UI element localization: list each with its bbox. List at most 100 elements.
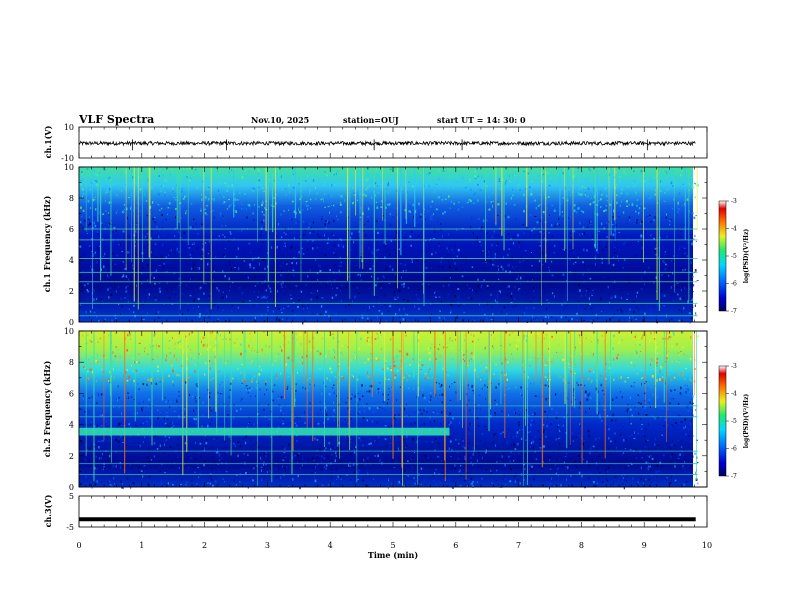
psd-cell (514, 298, 515, 300)
psd-cell (662, 363, 664, 367)
psd-cell (248, 204, 251, 207)
psd-cell (595, 262, 596, 266)
psd-cell (679, 297, 682, 301)
psd-cell (160, 396, 163, 399)
psd-cell (91, 357, 93, 359)
psd-cell (613, 313, 616, 316)
psd-cell (637, 454, 639, 457)
psd-cell (337, 260, 340, 262)
psd-cell (621, 200, 622, 203)
psd-cell (126, 379, 129, 382)
psd-cell (674, 291, 676, 293)
psd-cell (583, 319, 585, 321)
psd-cell (347, 226, 350, 228)
psd-cell (569, 466, 571, 469)
psd-cell (92, 259, 94, 263)
psd-cell (434, 472, 436, 475)
psd-cell (410, 349, 412, 352)
psd-cell (514, 480, 516, 484)
psd-cell (567, 419, 569, 422)
psd-cell (482, 308, 483, 312)
psd-cell (204, 373, 206, 376)
psd-cell (136, 284, 137, 288)
psd-cell (393, 299, 396, 301)
psd-cell (441, 393, 444, 396)
psd-cell (678, 169, 680, 172)
psd-cell (338, 441, 341, 445)
psd-cell (300, 291, 303, 293)
psd-cell (641, 382, 642, 386)
psd-cell (500, 290, 501, 294)
psd-cell (120, 313, 121, 316)
psd-cell (531, 413, 534, 415)
psd-cell (138, 467, 139, 470)
psd-cell (320, 453, 322, 454)
psd-cell (367, 178, 370, 180)
psd-cell (544, 203, 546, 205)
psd-cell (404, 442, 407, 444)
psd-cell (252, 479, 254, 482)
psd-cell (155, 270, 157, 272)
psd-cell (95, 455, 98, 458)
psd-cell (354, 290, 356, 292)
psd-cell (339, 287, 342, 290)
psd-cell (334, 183, 336, 186)
psd-cell (345, 402, 347, 404)
psd-cell (179, 313, 181, 316)
psd-cell (564, 440, 566, 443)
psd-cell (626, 223, 628, 225)
psd-cell (97, 232, 99, 235)
psd-cell (355, 453, 357, 456)
psd-cell (581, 187, 583, 190)
psd-cell (592, 202, 594, 204)
ch1-spectrogram-ylabel: ch.1 Frequency (kHz) (42, 196, 52, 293)
psd-cell (177, 341, 179, 344)
psd-cell (218, 349, 220, 351)
psd-cell (381, 311, 384, 313)
psd-cell (403, 285, 405, 288)
psd-cell (589, 407, 591, 410)
psd-cell (440, 193, 442, 196)
psd-cell (518, 241, 520, 243)
psd-cell (602, 248, 604, 252)
psd-cell (132, 370, 135, 372)
psd-cell (222, 270, 224, 273)
psd-cell (396, 355, 399, 358)
psd-cell (263, 408, 265, 411)
psd-cell (676, 439, 679, 442)
psd-cell (441, 266, 444, 267)
psd-cell (339, 438, 341, 442)
psd-cell (233, 416, 235, 419)
psd-cell (110, 293, 113, 296)
psd-cell (236, 199, 239, 201)
psd-cell (204, 447, 205, 450)
psd-cell (207, 281, 208, 284)
psd-cell (468, 481, 470, 483)
psd-cell (645, 381, 647, 383)
psd-cell (91, 168, 93, 171)
psd-cell (464, 271, 466, 273)
psd-cell (177, 231, 180, 233)
psd-cell (93, 467, 96, 470)
psd-cell (249, 300, 251, 302)
psd-cell (600, 268, 602, 271)
psd-cell (86, 454, 88, 456)
psd-cell (317, 291, 318, 293)
psd-cell (487, 250, 490, 252)
psd-cell (132, 181, 134, 183)
psd-cell (317, 350, 320, 353)
psd-cell (148, 406, 150, 408)
psd-cell (412, 438, 414, 441)
psd-cell (114, 263, 117, 265)
psd-cell (565, 315, 567, 318)
psd-cell (115, 319, 117, 321)
psd-cell (147, 171, 149, 174)
psd-cell (689, 401, 691, 404)
psd-cell (154, 434, 157, 437)
psd-cell (87, 196, 90, 198)
psd-cell (492, 441, 494, 444)
psd-cell (325, 447, 327, 449)
psd-cell (562, 444, 564, 447)
psd-cell (159, 288, 161, 290)
psd-cell (526, 260, 529, 262)
